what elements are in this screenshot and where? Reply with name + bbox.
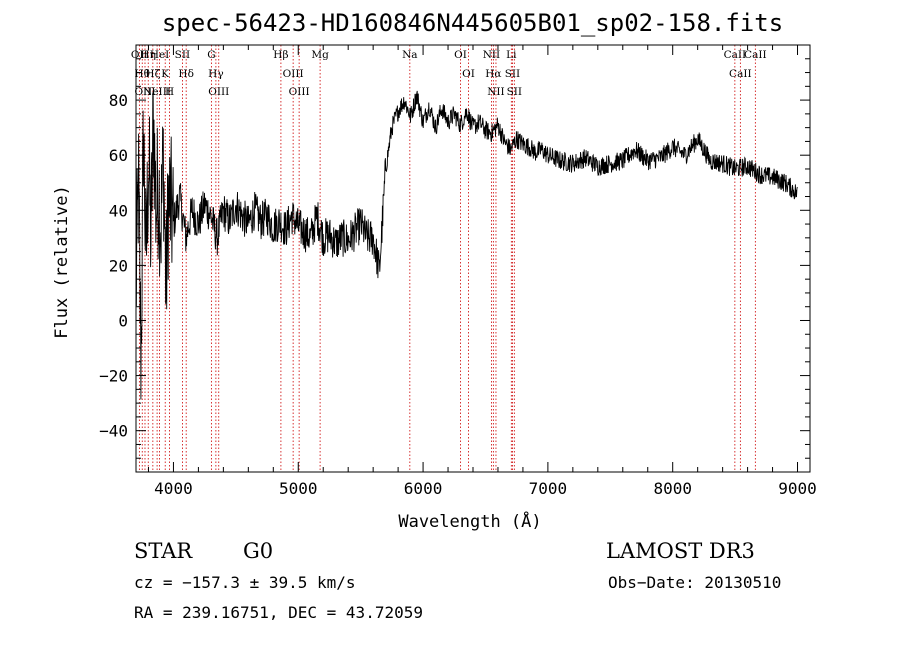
line-marker-label-2: OIII <box>134 86 155 98</box>
line-marker-label-0: OII <box>131 49 148 61</box>
line-marker-label-28: CaII <box>729 68 752 80</box>
line-marker-label-20: OI <box>462 68 475 80</box>
x-tick-label: 4000 <box>154 479 193 498</box>
object-subclass: G0 <box>243 539 274 563</box>
line-marker-label-7: K <box>161 68 169 80</box>
y-tick-label: 20 <box>109 256 128 275</box>
line-marker-label-18: Na <box>402 49 417 61</box>
line-marker-labels: OII Hθ OIII Hη Hζ NeIII HeI KH SII Hδ G Hγ OIII Hβ OII… <box>131 49 767 98</box>
line-marker-label-25: SII <box>505 68 521 80</box>
line-marker-label-9: SII <box>175 49 191 61</box>
line-marker-label-11: G <box>207 49 215 61</box>
y-axis-label: Flux (relative) <box>52 185 72 339</box>
line-marker-label-29: CaII <box>744 49 767 61</box>
line-marker-label-4: Hζ <box>145 68 160 80</box>
y-tick-label: −20 <box>99 367 128 386</box>
chart-title: spec-56423-HD160846N445605B01_sp02-158.f… <box>161 9 784 37</box>
y-tick-label: 60 <box>109 146 128 165</box>
line-marker-label-24: Li <box>506 49 517 61</box>
spectrum-series <box>135 90 798 400</box>
y-tick-label: 40 <box>109 201 128 220</box>
coordinates: RA = 239.16751, DEC = 43.72059 <box>134 603 423 622</box>
survey-name: LAMOST DR3 <box>606 539 755 563</box>
redshift-velocity: cz = −157.3 ± 39.5 km/s <box>134 573 356 592</box>
line-marker-label-27: CaII <box>724 49 747 61</box>
object-class: STAR <box>134 539 193 563</box>
line-marker-label-26: SII <box>507 86 523 98</box>
line-marker-label-17: Mg <box>311 49 329 61</box>
line-marker-label-12: Hγ <box>208 68 223 80</box>
line-markers <box>138 45 756 472</box>
line-marker-label-13: OIII <box>208 86 229 98</box>
line-marker-label-3: Hη <box>141 49 156 61</box>
line-marker-label-10: Hδ <box>178 68 193 80</box>
x-tick-label: 8000 <box>653 479 692 498</box>
line-marker-label-6: HeI <box>150 49 170 61</box>
line-marker-label-22: Hα <box>485 68 501 80</box>
y-tick-label: −40 <box>99 422 128 441</box>
axes: 4000 5000 6000 7000 8000 9000 −40 −20 0 20 40 60 80 <box>99 44 817 498</box>
observation-date: Obs−Date: 20130510 <box>608 573 782 592</box>
line-marker-label-14: Hβ <box>273 49 288 61</box>
x-axis-label: Wavelength (Å) <box>398 512 542 532</box>
x-tick-label: 5000 <box>279 479 318 498</box>
line-marker-label-8: H <box>165 86 174 98</box>
x-tick-label: 9000 <box>778 479 817 498</box>
x-tick-label: 6000 <box>404 479 443 498</box>
plot-frame <box>135 44 811 473</box>
line-marker-label-5: NeIII <box>143 86 171 98</box>
x-tick-label: 7000 <box>529 479 568 498</box>
spectrum-line-0 <box>135 90 798 400</box>
line-marker-label-21: NII <box>483 49 500 61</box>
line-marker-label-19: OI <box>454 49 467 61</box>
line-marker-label-1: Hθ <box>134 68 149 80</box>
y-tick-label: 0 <box>118 311 128 330</box>
line-marker-label-15: OIII <box>283 68 304 80</box>
line-marker-label-23: NII <box>487 86 504 98</box>
line-marker-label-16: OIII <box>289 86 310 98</box>
y-tick-label: 80 <box>109 91 128 110</box>
